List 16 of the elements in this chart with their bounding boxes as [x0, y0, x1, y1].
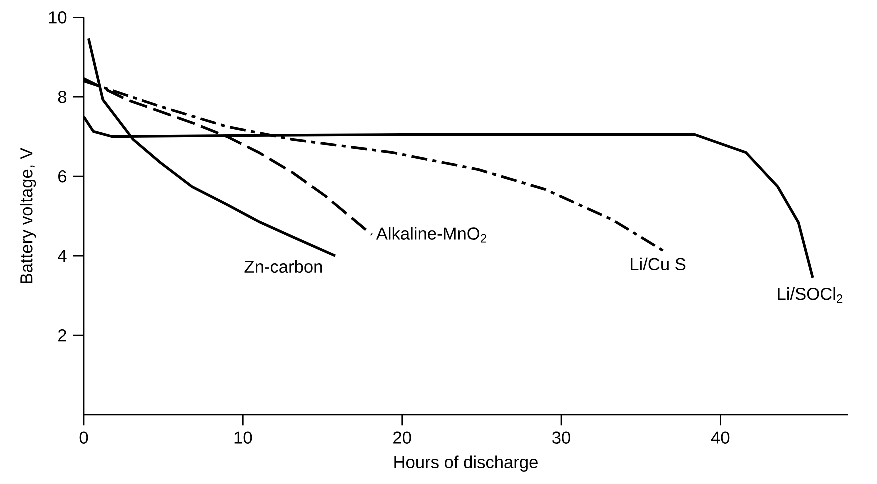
x-tick-label: 40 — [711, 432, 730, 444]
x-tick-label: 0 — [80, 432, 88, 444]
series-label: Alkaline-MnO$_{2}$ — [376, 227, 487, 243]
series-label: Li/Cu S — [631, 258, 686, 271]
y-tick-label: 8 — [58, 90, 67, 104]
series-label: Li/SOCl$_{2}$ — [778, 288, 843, 304]
y-tick-label: 10 — [49, 12, 67, 24]
y-tick-label: 2 — [58, 329, 66, 342]
x-axis-title: Hours of discharge — [394, 456, 538, 472]
y-tick-label: 6 — [58, 170, 67, 183]
x-tick-label: 10 — [234, 432, 252, 444]
y-tick-label: 4 — [58, 250, 67, 262]
y-axis-title: Battery voltage, V — [20, 148, 36, 284]
x-tick-label: 30 — [552, 432, 570, 444]
x-tick-label: 20 — [394, 432, 412, 444]
series-label: Zn-carbon — [244, 260, 322, 274]
